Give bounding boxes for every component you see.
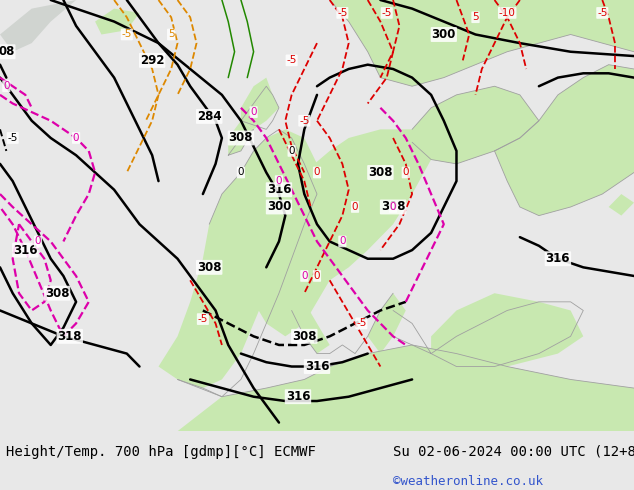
- Polygon shape: [431, 293, 583, 367]
- Polygon shape: [412, 86, 539, 164]
- Text: -5: -5: [356, 318, 366, 328]
- Text: 284: 284: [197, 110, 221, 123]
- Text: -5: -5: [337, 8, 347, 18]
- Polygon shape: [254, 129, 431, 336]
- Polygon shape: [178, 345, 634, 431]
- Text: 0: 0: [352, 202, 358, 212]
- Text: -5: -5: [8, 133, 18, 143]
- Text: 316: 316: [546, 252, 570, 265]
- Text: 0: 0: [276, 176, 282, 186]
- Text: 292: 292: [140, 54, 164, 67]
- Polygon shape: [495, 65, 634, 216]
- Text: -5: -5: [382, 8, 392, 18]
- Text: 08: 08: [0, 45, 15, 58]
- Polygon shape: [330, 0, 634, 86]
- Text: 308: 308: [292, 330, 316, 343]
- Text: 300: 300: [432, 28, 456, 41]
- Text: 0: 0: [250, 107, 257, 117]
- Text: -5: -5: [287, 55, 297, 65]
- Text: -5: -5: [597, 8, 607, 18]
- Text: 316: 316: [13, 244, 37, 257]
- Text: 316: 316: [267, 183, 291, 196]
- Text: 0: 0: [301, 271, 307, 281]
- Text: 318: 318: [58, 330, 82, 343]
- Text: -5: -5: [198, 314, 208, 324]
- Text: 0: 0: [3, 81, 10, 91]
- Polygon shape: [158, 129, 317, 388]
- Text: ©weatheronline.co.uk: ©weatheronline.co.uk: [393, 475, 543, 488]
- Text: -10: -10: [499, 8, 515, 18]
- Polygon shape: [0, 0, 76, 52]
- Text: 308: 308: [368, 166, 392, 179]
- Text: 0: 0: [403, 168, 409, 177]
- Text: 0: 0: [35, 237, 41, 246]
- Polygon shape: [241, 77, 279, 129]
- Text: 5: 5: [168, 29, 174, 40]
- Text: 308: 308: [229, 131, 253, 145]
- Text: -5: -5: [122, 29, 132, 40]
- Text: -5: -5: [299, 116, 309, 126]
- Text: 0: 0: [339, 237, 346, 246]
- Text: 316: 316: [305, 360, 329, 373]
- Text: 300: 300: [267, 200, 291, 214]
- Polygon shape: [279, 280, 330, 354]
- Polygon shape: [228, 121, 254, 155]
- Polygon shape: [368, 293, 406, 354]
- Text: Height/Temp. 700 hPa [gdmp][°C] ECMWF: Height/Temp. 700 hPa [gdmp][°C] ECMWF: [6, 445, 316, 459]
- Polygon shape: [95, 9, 139, 34]
- Text: 0: 0: [314, 271, 320, 281]
- Polygon shape: [609, 194, 634, 216]
- Text: 308: 308: [45, 287, 69, 300]
- Text: 0: 0: [288, 146, 295, 156]
- Text: 5: 5: [472, 12, 479, 22]
- Text: 308: 308: [197, 261, 221, 274]
- Text: 0: 0: [73, 133, 79, 143]
- Text: 316: 316: [286, 390, 310, 403]
- Text: 308: 308: [381, 200, 405, 214]
- Text: Su 02-06-2024 00:00 UTC (12+84): Su 02-06-2024 00:00 UTC (12+84): [393, 445, 634, 459]
- Text: 0: 0: [314, 168, 320, 177]
- Text: 0: 0: [238, 168, 244, 177]
- Text: 0: 0: [390, 202, 396, 212]
